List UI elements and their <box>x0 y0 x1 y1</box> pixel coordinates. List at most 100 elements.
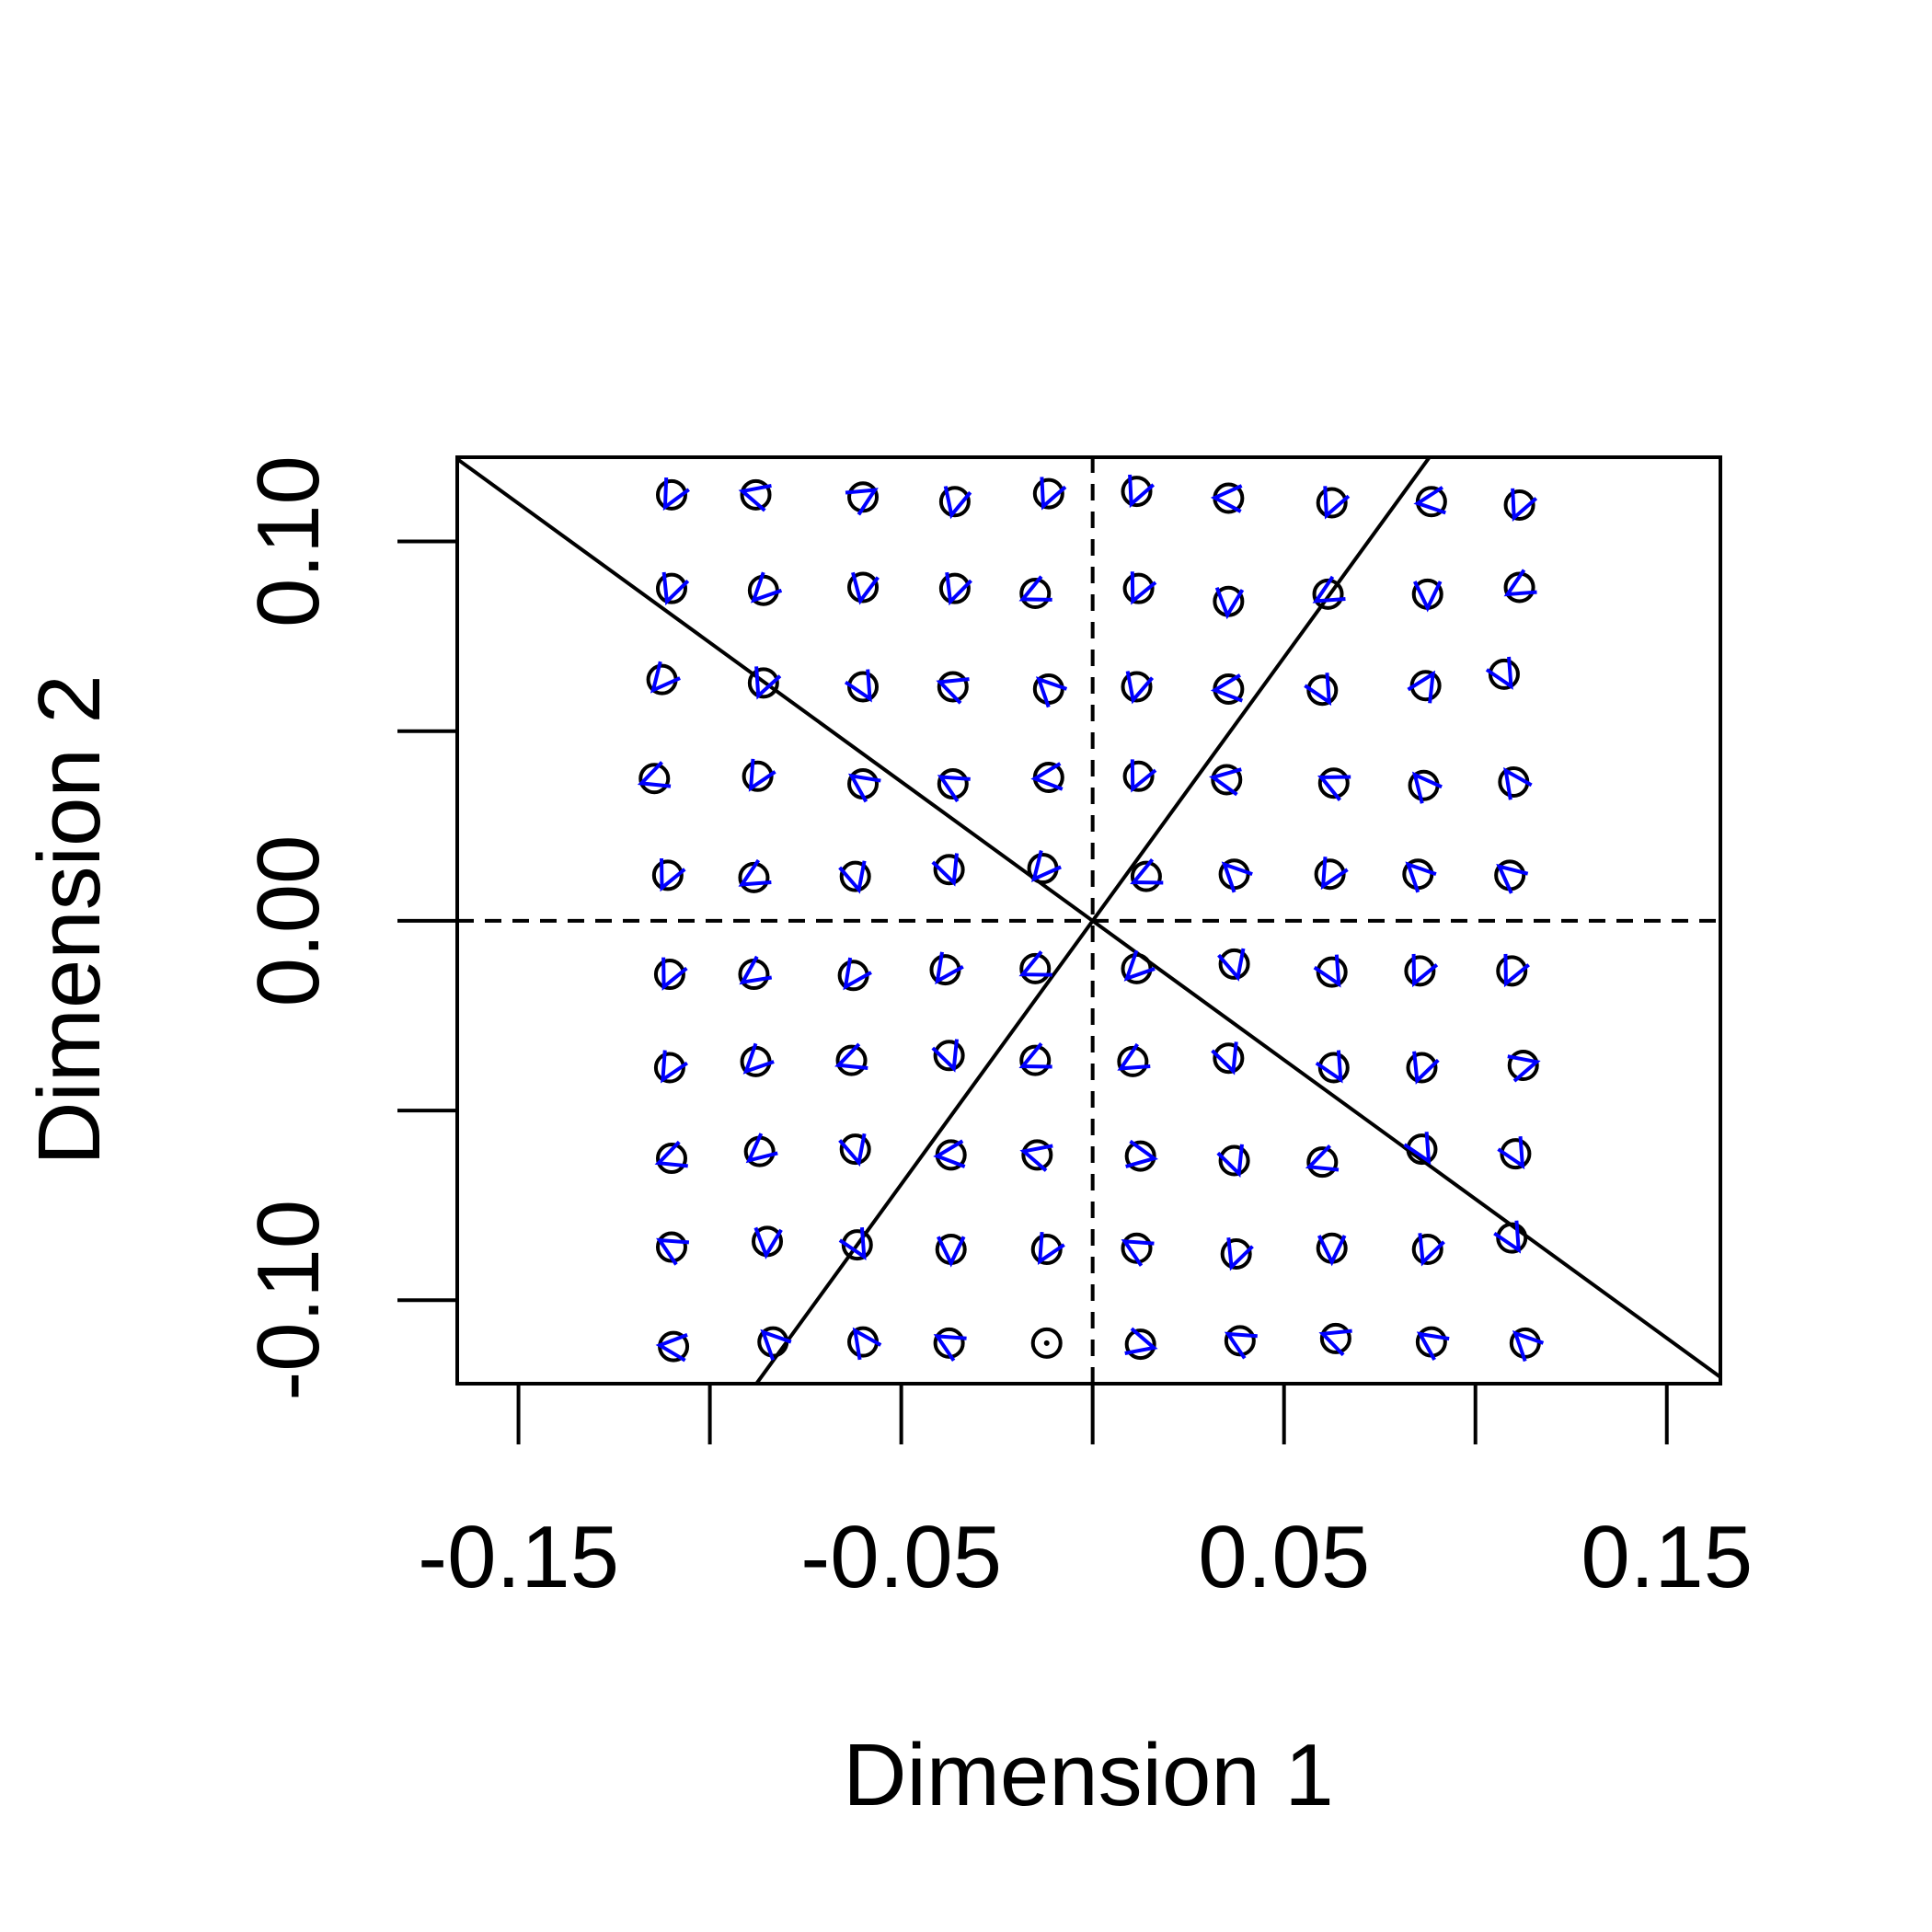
point-arrow <box>1035 676 1068 708</box>
data-point <box>936 671 970 705</box>
data-point <box>637 761 672 795</box>
point-arrow <box>1411 771 1443 804</box>
reference-line-4 <box>753 457 1432 1384</box>
data-point <box>1121 474 1156 509</box>
point-arrow <box>1018 575 1052 602</box>
point-circle <box>938 572 971 604</box>
data-point <box>654 1140 688 1175</box>
y-tick-label: 0.10 <box>239 455 338 627</box>
point-arrow <box>1305 1144 1340 1172</box>
data-point <box>1208 764 1243 797</box>
point-arrow <box>650 661 681 694</box>
point-circle <box>1211 764 1243 796</box>
point-arrow <box>1503 766 1533 800</box>
data-point <box>844 669 880 703</box>
data-point <box>1314 857 1349 891</box>
point-arrow <box>943 486 972 520</box>
point-arrow <box>637 761 672 788</box>
point-arrow <box>1323 486 1351 520</box>
point-arrow <box>1493 1220 1522 1254</box>
data-point <box>1216 1144 1250 1178</box>
data-point <box>1032 477 1067 511</box>
data-point <box>747 571 783 606</box>
data-point <box>1030 1327 1063 1359</box>
data-point <box>1318 1322 1352 1357</box>
point-arrow <box>1407 670 1436 704</box>
data-point <box>1415 1326 1450 1361</box>
data-point <box>1032 673 1068 708</box>
point-circle <box>1507 1050 1539 1082</box>
point-arrow <box>1405 861 1437 893</box>
point-arrow <box>844 669 872 703</box>
data-point <box>1496 953 1530 988</box>
data-point <box>1124 1139 1158 1172</box>
point-circle <box>1122 572 1155 604</box>
point-circle <box>1121 671 1153 703</box>
data-point <box>1403 1132 1438 1166</box>
point-circle <box>835 1044 868 1076</box>
point-arrow <box>1018 950 1052 977</box>
data-point <box>655 1231 690 1266</box>
point-circle <box>1019 1044 1052 1076</box>
y-axis-label: Dimension 2 <box>20 674 119 1166</box>
point-arrow <box>753 1226 783 1259</box>
data-point <box>1402 858 1437 893</box>
point-arrow <box>656 1237 690 1266</box>
data-point <box>1220 1237 1254 1271</box>
data-point <box>646 661 681 696</box>
point-arrow <box>739 955 773 985</box>
point-arrow <box>838 1227 867 1261</box>
point-arrow <box>754 666 782 700</box>
data-point <box>1121 949 1156 984</box>
data-point <box>837 957 872 992</box>
point-arrow <box>654 1140 688 1168</box>
point-circle <box>655 478 687 511</box>
point-circle <box>1019 952 1052 984</box>
point-arrow <box>1217 948 1246 982</box>
data-point <box>933 1327 967 1362</box>
data-point <box>1316 1232 1348 1267</box>
point-arrow <box>1208 767 1242 797</box>
point-arrow <box>1018 1041 1052 1069</box>
data-point <box>937 768 971 803</box>
point-circle <box>1218 948 1250 980</box>
point-arrow <box>1030 849 1062 883</box>
point-circle <box>1404 955 1436 987</box>
point-circle <box>1317 767 1350 799</box>
data-point <box>740 1042 775 1077</box>
data-point <box>1121 1232 1155 1267</box>
point-circle <box>655 572 687 604</box>
data-point <box>1408 769 1443 804</box>
point-arrow <box>1503 569 1537 597</box>
point-arrow <box>936 677 970 705</box>
data-point <box>1315 1050 1350 1084</box>
data-point <box>1122 571 1157 605</box>
point-arrow <box>1497 1136 1525 1170</box>
point-arrow <box>1496 863 1529 894</box>
point-arrow <box>662 477 690 512</box>
point-dot <box>1043 1340 1050 1346</box>
point-arrow <box>1403 1132 1432 1166</box>
data-point <box>1404 953 1439 988</box>
point-arrow <box>1315 1050 1343 1084</box>
data-point <box>845 481 880 516</box>
point-circle <box>1406 1052 1438 1084</box>
data-point <box>838 1227 873 1261</box>
data-point <box>938 571 972 606</box>
point-arrow <box>1313 954 1341 988</box>
data-point <box>757 1326 792 1361</box>
point-arrow <box>750 571 783 604</box>
point-circle <box>938 486 971 518</box>
data-point <box>1485 656 1520 690</box>
point-circle <box>1220 1237 1252 1270</box>
point-circle <box>1306 1146 1339 1179</box>
data-point <box>931 853 965 887</box>
point-arrow <box>1030 762 1064 791</box>
point-arrow <box>933 1139 966 1168</box>
x-axis-label: Dimension 1 <box>843 1726 1334 1824</box>
point-arrow <box>1124 1327 1158 1355</box>
data-point <box>1019 1139 1053 1172</box>
data-point <box>1413 486 1447 518</box>
point-circle <box>933 1040 965 1072</box>
